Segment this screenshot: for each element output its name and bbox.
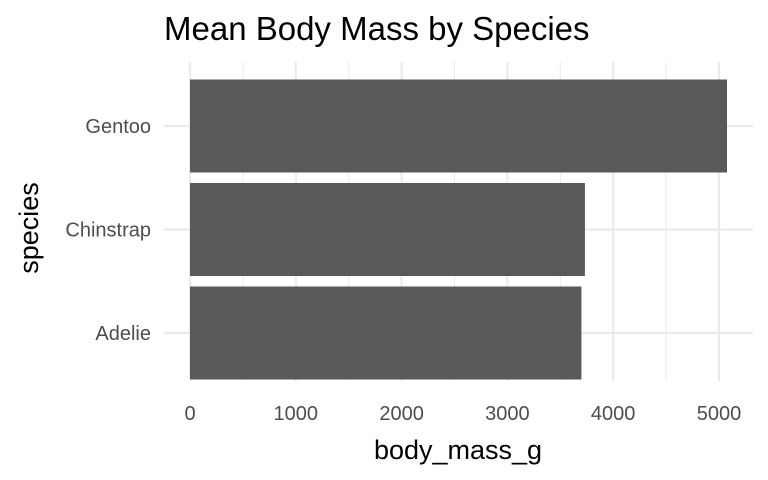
- chart-title: Mean Body Mass by Species: [164, 10, 590, 47]
- x-axis-title: body_mass_g: [374, 435, 542, 465]
- x-tick-label: 5000: [697, 403, 742, 425]
- x-tick-label: 2000: [379, 403, 424, 425]
- x-axis-ticks: 0 1000 2000 3000 4000 5000: [184, 403, 741, 425]
- y-tick-label: Adelie: [95, 323, 151, 345]
- y-axis-ticks: Adelie Chinstrap Gentoo: [65, 116, 151, 345]
- y-axis-title: species: [14, 182, 44, 274]
- y-tick-label: Gentoo: [85, 116, 151, 138]
- bar-gentoo: [190, 79, 727, 173]
- bars: [190, 79, 727, 380]
- x-tick-label: 0: [184, 403, 195, 425]
- x-tick-label: 4000: [591, 403, 636, 425]
- x-tick-label: 3000: [485, 403, 530, 425]
- bar-chinstrap: [190, 183, 585, 276]
- y-tick-label: Chinstrap: [65, 220, 151, 242]
- x-tick-label: 1000: [274, 403, 319, 425]
- bar-adelie: [190, 286, 582, 380]
